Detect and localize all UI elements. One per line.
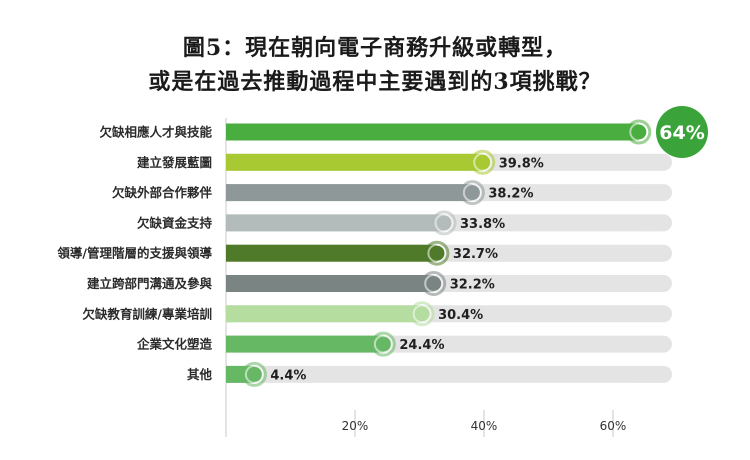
- category-label: 建立發展藍圖: [137, 155, 212, 170]
- bar: [226, 184, 473, 202]
- bar-end-dot: [631, 124, 647, 140]
- x-tick-label: 20%: [342, 419, 369, 433]
- data-label: 38.2%: [488, 187, 533, 202]
- bar: [226, 123, 639, 141]
- bar: [226, 214, 445, 232]
- data-label: 32.7%: [453, 247, 498, 262]
- bar-end-dot: [429, 245, 445, 261]
- category-label: 領導/管理階層的支援與領導: [56, 246, 212, 261]
- data-label: 30.4%: [438, 308, 483, 323]
- data-label: 24.4%: [399, 338, 444, 353]
- category-label: 其他: [187, 367, 213, 382]
- data-label: 32.2%: [450, 278, 495, 293]
- category-label: 建立跨部門溝通及參與: [87, 276, 213, 291]
- bar-end-dot: [375, 336, 391, 352]
- bar: [226, 275, 434, 292]
- data-label: 33.8%: [460, 217, 505, 232]
- chart-title-line-2: 或是在過去推動過程中主要遇到的3項挑戰？: [148, 69, 602, 95]
- bar-end-dot: [426, 276, 442, 291]
- data-label: 64%: [659, 122, 704, 144]
- bar-end-dot: [475, 154, 491, 170]
- category-label: 欠缺外部合作夥伴: [112, 185, 213, 200]
- bar: [226, 305, 423, 323]
- x-tick-label: 40%: [471, 419, 498, 433]
- category-label: 欠缺教育訓練/專業培訓: [82, 306, 212, 321]
- bar: [226, 335, 384, 353]
- category-label: 欠缺資金支持: [137, 215, 213, 230]
- bar: [226, 153, 483, 171]
- highlight-bubble: [656, 106, 708, 158]
- data-label: 4.4%: [270, 368, 306, 383]
- chart-title-line-1: 圖5：現在朝向電子商務升級或轉型，: [182, 35, 568, 61]
- bar-track: [226, 365, 672, 383]
- bar-end-dot: [246, 366, 262, 382]
- bar-end-dot: [436, 215, 452, 231]
- category-label: 企業文化塑造: [136, 337, 213, 352]
- data-label: 39.8%: [499, 156, 544, 171]
- bar-end-dot: [414, 306, 430, 322]
- bar-end-dot: [464, 185, 480, 201]
- category-label: 欠缺相應人才與技能: [99, 125, 212, 140]
- x-tick-label: 60%: [600, 419, 627, 433]
- bar: [226, 244, 437, 262]
